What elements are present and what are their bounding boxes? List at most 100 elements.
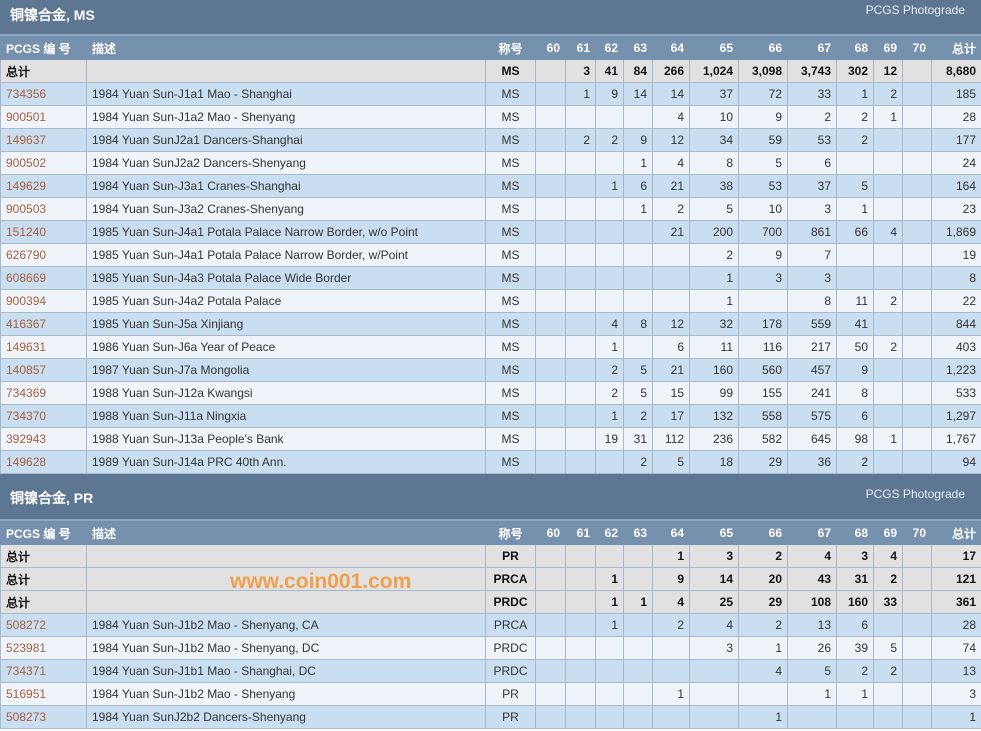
count-grade-69: 5 bbox=[873, 636, 903, 660]
count-grade-64: 112 bbox=[652, 427, 690, 451]
row-total: 1,869 bbox=[931, 220, 981, 244]
pcgs-number-link[interactable]: 392943 bbox=[0, 427, 87, 451]
coin-description: 1985 Yuan Sun-J5a Xinjiang bbox=[86, 312, 486, 336]
count-grade-61 bbox=[565, 312, 596, 336]
count-grade-60 bbox=[535, 59, 566, 83]
count-grade-62 bbox=[595, 105, 624, 129]
pcgs-number-link[interactable]: 416367 bbox=[0, 312, 87, 336]
count-grade-61 bbox=[565, 450, 596, 474]
count-grade-68: 2 bbox=[836, 659, 874, 683]
count-grade-60 bbox=[535, 312, 566, 336]
pcgs-number-link[interactable]: 900502 bbox=[0, 151, 87, 175]
header-grade-67[interactable]: 67 bbox=[787, 521, 837, 545]
count-grade-62: 41 bbox=[595, 59, 624, 83]
count-grade-63 bbox=[623, 105, 653, 129]
header-total[interactable]: 总计 bbox=[931, 36, 981, 60]
header-grade-67[interactable]: 67 bbox=[787, 36, 837, 60]
pcgs-number-link[interactable]: 149628 bbox=[0, 450, 87, 474]
header-grade-66[interactable]: 66 bbox=[738, 521, 788, 545]
header-pcgs[interactable]: PCGS 编 号 bbox=[0, 36, 87, 60]
designation: MS bbox=[485, 381, 536, 405]
pcgs-number-link[interactable]: 140857 bbox=[0, 358, 87, 382]
count-grade-65: 236 bbox=[689, 427, 739, 451]
header-designation[interactable]: 称号 bbox=[485, 521, 536, 545]
count-grade-65: 8 bbox=[689, 151, 739, 175]
count-grade-65: 200 bbox=[689, 220, 739, 244]
pcgs-number-link[interactable]: 734370 bbox=[0, 404, 87, 428]
header-grade-62[interactable]: 62 bbox=[595, 36, 624, 60]
count-grade-60 bbox=[535, 197, 566, 221]
header-grade-65[interactable]: 65 bbox=[689, 521, 739, 545]
header-grade-64[interactable]: 64 bbox=[652, 36, 690, 60]
header-pcgs[interactable]: PCGS 编 号 bbox=[0, 521, 87, 545]
header-grade-69[interactable]: 69 bbox=[873, 36, 903, 60]
count-grade-69 bbox=[873, 358, 903, 382]
count-grade-69 bbox=[873, 174, 903, 198]
row-total: 13 bbox=[931, 659, 981, 683]
count-grade-63 bbox=[623, 289, 653, 313]
header-designation[interactable]: 称号 bbox=[485, 36, 536, 60]
pcgs-number-link[interactable]: 151240 bbox=[0, 220, 87, 244]
header-grade-64[interactable]: 64 bbox=[652, 521, 690, 545]
header-grade-65[interactable]: 65 bbox=[689, 36, 739, 60]
count-grade-60 bbox=[535, 682, 566, 706]
row-total: 164 bbox=[931, 174, 981, 198]
header-grade-70[interactable]: 70 bbox=[902, 521, 932, 545]
photograde-link[interactable]: PCGS Photograde bbox=[865, 3, 965, 17]
count-grade-66: 116 bbox=[738, 335, 788, 359]
count-grade-65: 37 bbox=[689, 82, 739, 106]
count-grade-69: 1 bbox=[873, 427, 903, 451]
count-grade-64: 21 bbox=[652, 358, 690, 382]
pcgs-number-link[interactable]: 608669 bbox=[0, 266, 87, 290]
pcgs-number-link[interactable]: 734369 bbox=[0, 381, 87, 405]
count-grade-70 bbox=[902, 174, 932, 198]
header-grade-68[interactable]: 68 bbox=[836, 521, 874, 545]
pcgs-number-link[interactable]: 523981 bbox=[0, 636, 87, 660]
count-grade-66: 9 bbox=[738, 105, 788, 129]
pcgs-number-link[interactable]: 900394 bbox=[0, 289, 87, 313]
header-grade-60[interactable]: 60 bbox=[535, 36, 566, 60]
count-grade-60 bbox=[535, 358, 566, 382]
header-grade-70[interactable]: 70 bbox=[902, 36, 932, 60]
count-grade-64: 17 bbox=[652, 404, 690, 428]
row-total: 8 bbox=[931, 266, 981, 290]
count-grade-64 bbox=[652, 243, 690, 267]
header-grade-62[interactable]: 62 bbox=[595, 521, 624, 545]
pcgs-number-link[interactable]: 516951 bbox=[0, 682, 87, 706]
totals-row: 总计 PRDC 1 1 4 25 29 108 160 33 361 bbox=[0, 590, 981, 614]
pcgs-number-link[interactable]: 149629 bbox=[0, 174, 87, 198]
pcgs-number-link[interactable]: 149637 bbox=[0, 128, 87, 152]
coin-description: 1985 Yuan Sun-J4a2 Potala Palace bbox=[86, 289, 486, 313]
count-grade-62 bbox=[595, 289, 624, 313]
count-grade-66: 700 bbox=[738, 220, 788, 244]
count-grade-68 bbox=[836, 151, 874, 175]
header-desc[interactable]: 描述 bbox=[86, 521, 486, 545]
header-grade-69[interactable]: 69 bbox=[873, 521, 903, 545]
pcgs-number-link[interactable]: 508273 bbox=[0, 705, 87, 729]
header-total[interactable]: 总计 bbox=[931, 521, 981, 545]
designation: MS bbox=[485, 174, 536, 198]
pcgs-number-link[interactable]: 626790 bbox=[0, 243, 87, 267]
table-row: 608669 1985 Yuan Sun-J4a3 Potala Palace W… bbox=[0, 266, 981, 290]
designation: MS bbox=[485, 358, 536, 382]
header-desc[interactable]: 描述 bbox=[86, 36, 486, 60]
header-grade-68[interactable]: 68 bbox=[836, 36, 874, 60]
pcgs-number-link[interactable]: 734356 bbox=[0, 82, 87, 106]
count-grade-69 bbox=[873, 705, 903, 729]
pcgs-number-link[interactable]: 149631 bbox=[0, 335, 87, 359]
coin-description: 1984 Yuan Sun-J3a1 Cranes-Shanghai bbox=[86, 174, 486, 198]
photograde-link[interactable]: PCGS Photograde bbox=[865, 487, 965, 501]
pcgs-number-link[interactable]: 734371 bbox=[0, 659, 87, 683]
header-grade-61[interactable]: 61 bbox=[565, 36, 596, 60]
header-grade-63[interactable]: 63 bbox=[623, 36, 653, 60]
count-grade-68: 2 bbox=[836, 128, 874, 152]
header-grade-66[interactable]: 66 bbox=[738, 36, 788, 60]
pcgs-number-link[interactable]: 900503 bbox=[0, 197, 87, 221]
header-grade-60[interactable]: 60 bbox=[535, 521, 566, 545]
header-grade-61[interactable]: 61 bbox=[565, 521, 596, 545]
header-grade-63[interactable]: 63 bbox=[623, 521, 653, 545]
pcgs-number-link[interactable]: 508272 bbox=[0, 613, 87, 637]
count-grade-67: 645 bbox=[787, 427, 837, 451]
count-grade-63: 6 bbox=[623, 174, 653, 198]
pcgs-number-link[interactable]: 900501 bbox=[0, 105, 87, 129]
